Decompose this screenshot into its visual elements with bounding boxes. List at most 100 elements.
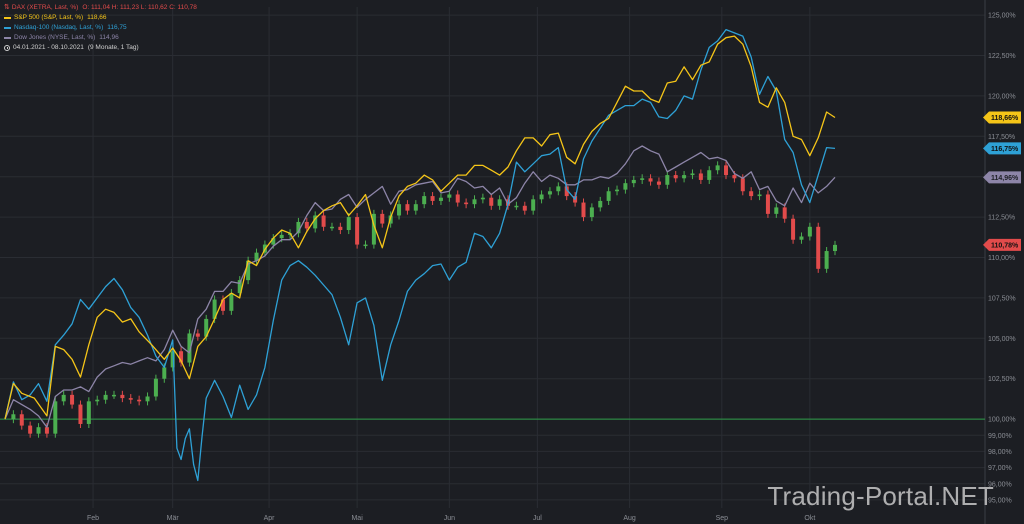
candle-body <box>405 204 410 211</box>
candle-body <box>86 401 91 424</box>
candle-body <box>61 394 66 402</box>
value-tag-label: 116,75% <box>991 146 1019 153</box>
candle-body <box>648 178 653 182</box>
candle-body <box>464 202 469 205</box>
x-tick-label: Mai <box>351 515 363 522</box>
candle-body <box>749 191 754 197</box>
y-tick-label: 122,50% <box>988 53 1016 60</box>
candle-body <box>430 196 435 201</box>
candle-body <box>195 333 200 337</box>
x-tick-label: Mär <box>167 515 180 522</box>
candle-body <box>11 414 16 420</box>
candle-body <box>690 173 695 176</box>
x-axis: Feb Mär Apr Mai Jun Jul Aug Sep Okt <box>87 515 815 522</box>
candlestick-icon: ⇅ <box>4 4 10 11</box>
y-tick-label: 99,00% <box>988 433 1012 440</box>
candle-body <box>120 394 125 399</box>
candle-body <box>581 202 586 218</box>
last-value-tags: 118,66% 116,75% 114,96% 110,78% <box>983 111 1021 251</box>
candle-body <box>640 178 645 180</box>
legend-dow-swatch <box>4 37 11 39</box>
candle-body <box>816 226 821 269</box>
candle-body <box>765 194 770 214</box>
x-tick-label: Aug <box>623 515 636 522</box>
value-tag <box>983 111 1021 124</box>
candle-body <box>212 299 217 319</box>
candle-body <box>547 191 552 195</box>
candle-body <box>187 333 192 363</box>
candle-body <box>204 318 209 337</box>
clock-icon <box>4 45 10 51</box>
candle-body <box>732 175 737 179</box>
period-range: 04.01.2021 - 08.10.2021 <box>13 44 84 51</box>
candle-body <box>707 170 712 180</box>
candle-body <box>589 207 594 218</box>
series-line-dow-jones <box>4 145 836 428</box>
candle-body <box>472 199 477 205</box>
y-axis: 125,00%122,50%120,00%117,50%115,00%112,5… <box>988 13 1016 505</box>
candle-body <box>833 244 837 252</box>
value-tag-label: 114,96% <box>991 175 1019 182</box>
candle-body <box>36 427 41 434</box>
legend-dow[interactable]: Dow Jones (NYSE, Last, %) 114,96 <box>4 33 197 43</box>
y-tick-label: 100,00% <box>988 417 1016 424</box>
legend-dax[interactable]: ⇅ DAX (XETRA, Last, %) O: 111,04 H: 111,… <box>4 3 197 13</box>
candle-body <box>371 213 376 245</box>
candle-body <box>271 238 276 245</box>
legend-sp500[interactable]: S&P 500 (S&P, Last, %) 118,66 <box>4 13 197 23</box>
candle-body <box>413 204 418 211</box>
legend-sp500-value: 118,66 <box>87 14 107 21</box>
x-tick-label: Okt <box>804 515 815 522</box>
series-line-s-p-500 <box>4 35 836 420</box>
legend-nasdaq-swatch <box>4 27 11 29</box>
candle-body <box>598 200 603 208</box>
candle-body <box>497 199 502 206</box>
y-tick-label: 107,50% <box>988 295 1016 302</box>
y-tick-label: 120,00% <box>988 93 1016 100</box>
candle-body <box>422 196 427 205</box>
candle-body <box>673 175 678 179</box>
y-tick-label: 110,00% <box>988 255 1015 262</box>
y-tick-label: 117,50% <box>988 134 1015 141</box>
candle-body <box>70 394 75 405</box>
candle-body <box>623 183 628 190</box>
candle-body <box>799 236 804 240</box>
series-lines <box>4 28 836 482</box>
y-tick-label: 125,00% <box>988 13 1016 20</box>
legend-dow-value: 114,96 <box>99 34 119 41</box>
candle-body <box>254 252 259 261</box>
candle-body <box>246 260 251 281</box>
value-tag-label: 118,66% <box>991 115 1019 122</box>
candle-body <box>615 189 620 192</box>
legend-sp500-name: S&P 500 (S&P, Last, %) <box>14 14 84 21</box>
candle-body <box>355 217 360 245</box>
candle-body <box>313 215 318 229</box>
candle-body <box>346 217 351 231</box>
y-tick-label: 97,00% <box>988 465 1012 472</box>
candle-body <box>220 299 225 311</box>
candle-body <box>480 197 485 200</box>
watermark: Trading-Portal.NET <box>767 481 994 511</box>
series-line-nasdaq-100 <box>4 28 836 482</box>
candle-body <box>19 414 24 426</box>
candle-body <box>338 226 343 231</box>
candle-body <box>279 234 284 239</box>
candle-body <box>44 427 49 434</box>
candle-body <box>556 186 561 192</box>
candle-body <box>329 226 334 229</box>
candle-body <box>531 199 536 211</box>
candle-body <box>296 221 301 234</box>
candle-body <box>170 351 175 368</box>
candle-body <box>682 175 687 179</box>
x-tick-label: Sep <box>716 515 729 522</box>
y-tick-label: 98,00% <box>988 449 1012 456</box>
candle-body <box>514 205 519 208</box>
candle-body <box>698 173 703 180</box>
candle-body <box>740 178 745 192</box>
candle-body <box>28 425 33 434</box>
candle-body <box>304 221 309 229</box>
legend-nasdaq[interactable]: Nasdaq-100 (Nasdaq, Last, %) 116,75 <box>4 23 197 33</box>
candle-body <box>539 194 544 200</box>
